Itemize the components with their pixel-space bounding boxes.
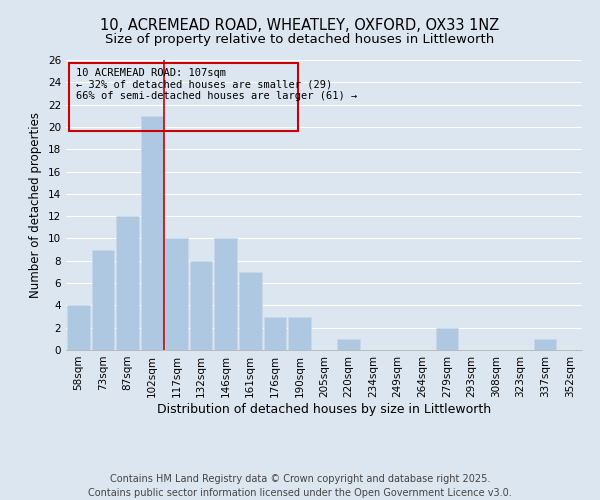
Text: 10, ACREMEAD ROAD, WHEATLEY, OXFORD, OX33 1NZ: 10, ACREMEAD ROAD, WHEATLEY, OXFORD, OX3… — [100, 18, 500, 32]
Bar — [337, 339, 360, 350]
Text: Contains HM Land Registry data © Crown copyright and database right 2025.
Contai: Contains HM Land Registry data © Crown c… — [88, 474, 512, 498]
Bar — [263, 316, 286, 350]
Bar — [214, 238, 237, 350]
Bar — [68, 63, 298, 131]
Bar — [92, 250, 114, 350]
Bar — [534, 339, 556, 350]
X-axis label: Distribution of detached houses by size in Littleworth: Distribution of detached houses by size … — [157, 402, 491, 415]
Bar — [116, 216, 139, 350]
Bar — [239, 272, 262, 350]
Bar — [165, 238, 188, 350]
Y-axis label: Number of detached properties: Number of detached properties — [29, 112, 43, 298]
Bar — [67, 306, 89, 350]
Text: Size of property relative to detached houses in Littleworth: Size of property relative to detached ho… — [106, 32, 494, 46]
Bar — [190, 261, 212, 350]
Bar — [140, 116, 163, 350]
Bar — [288, 316, 311, 350]
Bar — [436, 328, 458, 350]
Text: 10 ACREMEAD ROAD: 107sqm
← 32% of detached houses are smaller (29)
66% of semi-d: 10 ACREMEAD ROAD: 107sqm ← 32% of detach… — [76, 68, 358, 102]
